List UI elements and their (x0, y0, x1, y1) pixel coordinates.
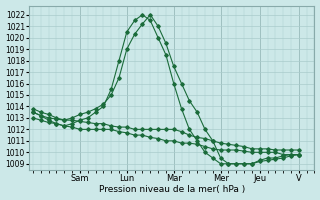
X-axis label: Pression niveau de la mer( hPa ): Pression niveau de la mer( hPa ) (99, 185, 245, 194)
